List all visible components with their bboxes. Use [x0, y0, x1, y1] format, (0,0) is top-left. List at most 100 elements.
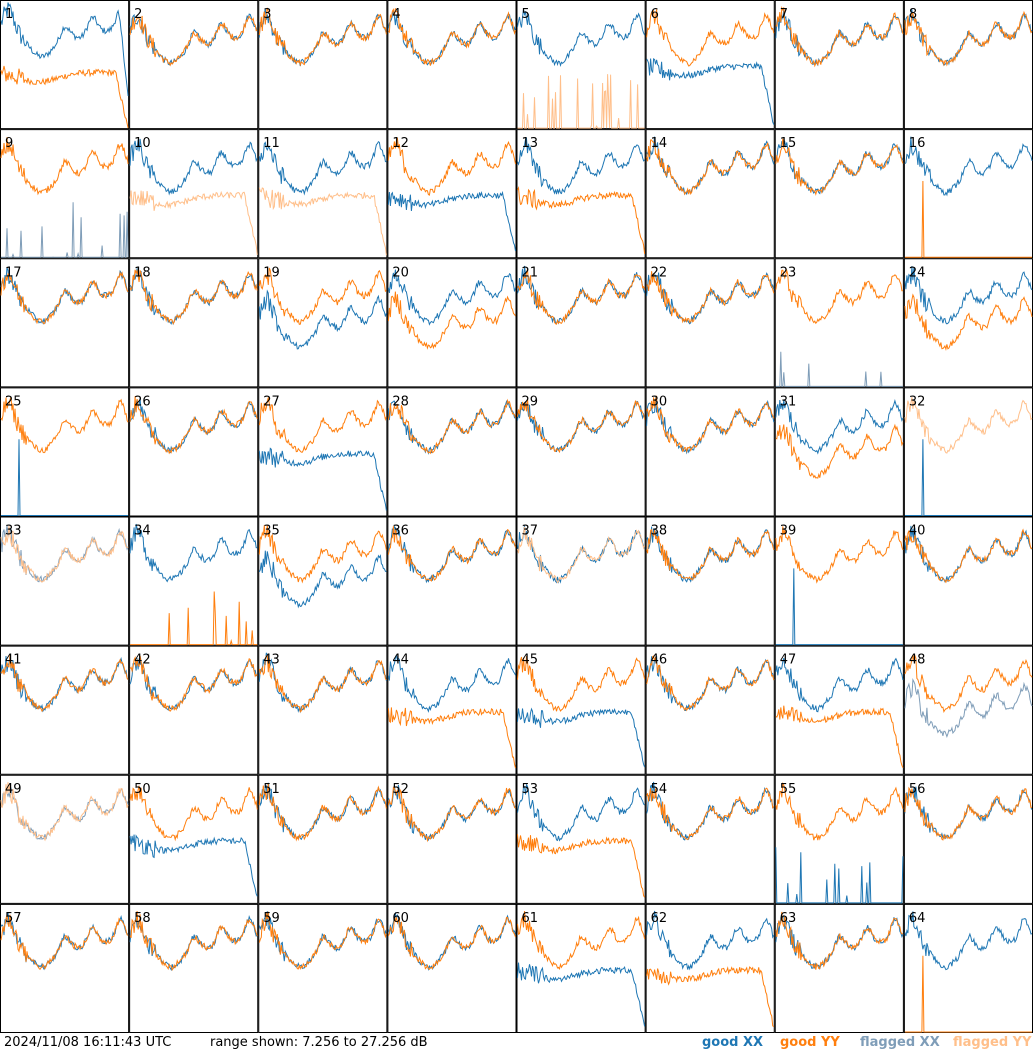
panel-label: 26: [134, 394, 151, 409]
panel-36: 36: [387, 516, 517, 646]
series-yy: [775, 268, 903, 325]
panel-frame: [129, 258, 259, 388]
panel-frame: [387, 516, 517, 646]
panel-frame: [258, 129, 388, 259]
panel-30: 30: [645, 387, 775, 517]
series-xx: [129, 138, 258, 196]
series-yy: [646, 139, 775, 196]
panel-53: 53: [516, 774, 646, 904]
series-yy: [129, 910, 258, 971]
panel-label: 6: [651, 7, 659, 22]
panel-55: 55: [774, 774, 904, 904]
panel-frame: [645, 645, 775, 775]
series-xx: [258, 140, 387, 196]
series-yy: [258, 783, 387, 842]
series-xx: [904, 911, 1033, 971]
panel-label: 34: [134, 524, 151, 539]
series-yy: [387, 707, 516, 769]
panel-label: 24: [909, 265, 926, 280]
panel-61: 61: [516, 903, 646, 1033]
panel-frame: [258, 516, 388, 646]
panel-label: 10: [134, 136, 151, 151]
panel-59: 59: [258, 903, 388, 1033]
series-xx: [904, 136, 1033, 197]
series-yy: [258, 654, 387, 713]
panel-58: 58: [129, 903, 259, 1033]
footer: 2024/11/08 16:11:43 UTC range shown: 7.2…: [0, 1033, 1033, 1053]
panel-frame: [516, 903, 646, 1033]
series-yy: [387, 137, 516, 196]
series-xx: [258, 8, 387, 67]
panel-frame: [0, 129, 130, 259]
panel-frame: [129, 774, 259, 904]
series-yy: [646, 655, 775, 712]
panel-label: 51: [263, 782, 280, 797]
series-yy: [517, 185, 646, 254]
series-xx: [129, 13, 258, 66]
series-yy: [904, 955, 1032, 1033]
series-xx: [775, 568, 903, 646]
series-yy: [646, 9, 775, 67]
panel-54: 54: [645, 774, 775, 904]
series-xx: [387, 525, 516, 584]
panel-62: 62: [645, 903, 775, 1033]
panel-label: 52: [392, 782, 409, 797]
panel-frame: [774, 129, 904, 259]
panel-24: 24: [903, 258, 1033, 388]
panel-label: 47: [780, 653, 797, 668]
panel-label: 25: [5, 394, 22, 409]
panel-10: 10: [129, 129, 259, 259]
panel-frame: [387, 774, 517, 904]
panel-50: 50: [129, 774, 259, 904]
panel-21: 21: [516, 258, 646, 388]
series-yy: [517, 526, 646, 584]
panel-frame: [774, 516, 904, 646]
series-yy: [0, 65, 129, 129]
panel-label: 19: [263, 265, 280, 280]
series-xx: [129, 523, 258, 583]
panel-label: 15: [780, 136, 797, 151]
series-xx: [387, 269, 516, 326]
series-yy: [775, 781, 904, 841]
panel-label: 11: [263, 136, 280, 151]
panel-4: 4: [387, 0, 517, 130]
panel-3: 3: [258, 0, 388, 130]
panel-frame: [516, 129, 646, 259]
panel-34: 34: [129, 516, 259, 646]
panel-37: 37: [516, 516, 646, 646]
series-xx: [517, 137, 645, 195]
panel-label: 22: [651, 265, 668, 280]
panel-label: 35: [263, 524, 280, 539]
series-yy: [258, 397, 387, 453]
panel-31: 31: [774, 387, 904, 517]
panel-frame: [258, 0, 388, 130]
series-yy: [646, 966, 775, 1028]
panel-label: 48: [909, 653, 926, 668]
panel-label: 31: [780, 394, 797, 409]
legend-flagged-yy: flagged YY: [953, 1035, 1032, 1050]
panel-frame: [645, 516, 775, 646]
series-yy: [258, 267, 387, 325]
panel-label: 46: [651, 653, 668, 668]
series-xx: [904, 677, 1033, 738]
panel-frame: [645, 387, 775, 517]
panel-label: 37: [522, 524, 539, 539]
panel-frame: [387, 0, 517, 130]
panel-27: 27: [258, 387, 388, 517]
panel-frame: [387, 645, 517, 775]
panel-frame: [0, 645, 130, 775]
series-yy: [904, 528, 1033, 584]
panel-8: 8: [903, 0, 1033, 130]
panel-label: 17: [5, 265, 22, 280]
series-yy: [258, 7, 387, 67]
panel-33: 33: [0, 516, 130, 646]
panel-label: 3: [263, 7, 271, 22]
series-xx: [387, 654, 516, 713]
panel-frame: [645, 129, 775, 259]
panel-label: 20: [392, 265, 409, 280]
series-yy: [775, 705, 904, 768]
series-yy: [387, 916, 516, 971]
panel-22: 22: [645, 258, 775, 388]
series-yy: [646, 528, 775, 581]
series-yy: [646, 395, 775, 454]
